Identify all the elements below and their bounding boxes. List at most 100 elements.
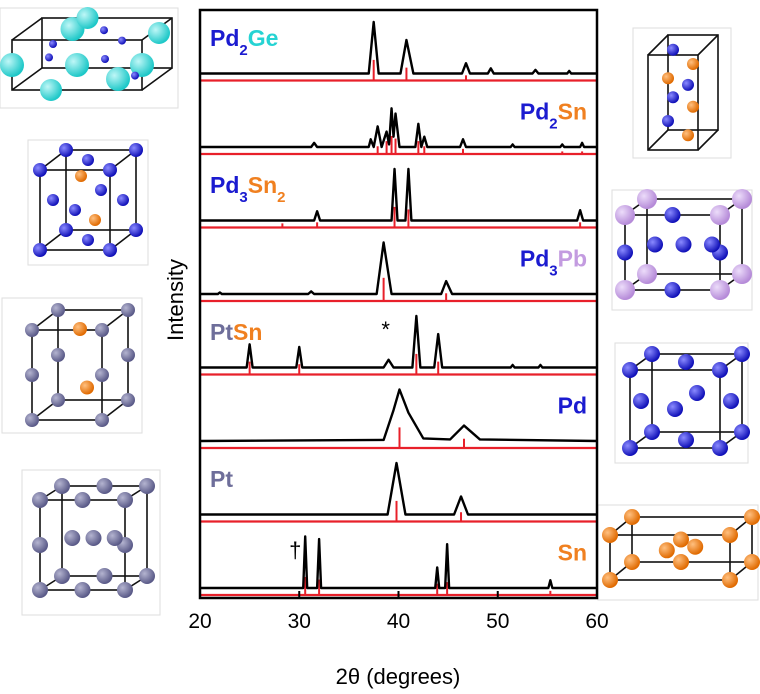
pattern-label: Sn [558, 540, 587, 566]
atom [54, 568, 70, 584]
atom [659, 542, 675, 558]
pattern-label: Pd3Sn2 [210, 172, 285, 206]
label-part: Pd [558, 393, 587, 419]
pattern-curve [200, 537, 597, 589]
atom [129, 223, 143, 237]
atom [617, 245, 633, 261]
atom [622, 440, 638, 456]
atom [687, 58, 699, 70]
x-tick-label: 20 [188, 610, 211, 633]
atom [33, 243, 47, 257]
atom [117, 492, 133, 508]
atom [710, 205, 730, 225]
atom [25, 368, 39, 382]
atom [723, 393, 739, 409]
crystal-structures [0, 7, 760, 615]
atom [118, 37, 126, 45]
atom [712, 440, 728, 456]
atom [95, 184, 107, 196]
figure: Pd2GePd2SnPd3Sn2Pd3PbPtSn*PdPtSn†2030405… [0, 0, 760, 694]
atom [744, 554, 760, 570]
atom [704, 237, 720, 253]
atom [624, 509, 640, 525]
annotation: * [381, 317, 390, 342]
atom [710, 280, 730, 300]
atom [121, 393, 135, 407]
pattern-label: Pd [558, 393, 587, 419]
x-tick-label: 30 [288, 610, 311, 633]
atom [624, 554, 640, 570]
atom [602, 527, 618, 543]
atom [32, 582, 48, 598]
atom [103, 163, 117, 177]
atom [77, 7, 99, 29]
atom [97, 478, 113, 494]
label-part: Sn [558, 540, 587, 566]
atom [615, 205, 635, 225]
atom [637, 264, 657, 284]
atom [45, 53, 53, 61]
atom [80, 381, 94, 395]
atom [139, 478, 155, 494]
atom [667, 91, 679, 103]
atom [107, 530, 123, 546]
annotation: † [289, 538, 301, 563]
atom [75, 170, 87, 182]
atom [97, 568, 113, 584]
crystal-structure [28, 140, 148, 265]
label-part: 3 [549, 262, 557, 279]
atom [732, 264, 752, 284]
label-part: Pt [210, 466, 233, 492]
x-axis-label: 2θ (degrees) [336, 664, 461, 689]
atom [117, 194, 129, 206]
label-part: 2 [549, 115, 557, 132]
label-part: Pt [210, 319, 233, 345]
atom [678, 432, 694, 448]
crystal-structure [615, 343, 750, 463]
atom [676, 237, 692, 253]
label-part: Sn [248, 172, 277, 198]
atom [602, 572, 618, 588]
atom [637, 189, 657, 209]
atom [644, 424, 660, 440]
crystal-structure [598, 505, 760, 600]
label-part: Pd [520, 246, 549, 272]
atom [100, 26, 108, 34]
crystal-structure [612, 189, 752, 310]
x-tick-label: 40 [387, 610, 410, 633]
atom [139, 568, 155, 584]
atom [129, 143, 143, 157]
label-part: 3 [239, 189, 247, 206]
atom [732, 189, 752, 209]
y-axis-label: Intensity [163, 259, 188, 341]
pattern-label: PtSn [210, 319, 262, 345]
atom [40, 79, 62, 101]
atom [622, 362, 638, 378]
atom [744, 509, 760, 525]
pattern-curve [200, 463, 597, 515]
atom [665, 282, 681, 298]
atom [25, 323, 39, 337]
atom [49, 40, 57, 48]
crystal-structure [633, 28, 731, 158]
atom [95, 368, 109, 382]
label-part: Sn [233, 319, 262, 345]
atom [689, 385, 705, 401]
atom [662, 72, 674, 84]
label-part: Pd [210, 172, 239, 198]
atom [65, 53, 89, 77]
crystal-structure [22, 470, 160, 615]
atom [51, 303, 65, 317]
atom [103, 243, 117, 257]
atom [47, 194, 59, 206]
atom [73, 322, 87, 336]
atom [95, 323, 109, 337]
atom [734, 424, 750, 440]
crystal-structure [0, 7, 178, 108]
crystal-frame [2, 298, 142, 433]
atom [32, 537, 48, 553]
atom [54, 478, 70, 494]
atom [121, 303, 135, 317]
atom [75, 582, 91, 598]
atom [33, 163, 47, 177]
